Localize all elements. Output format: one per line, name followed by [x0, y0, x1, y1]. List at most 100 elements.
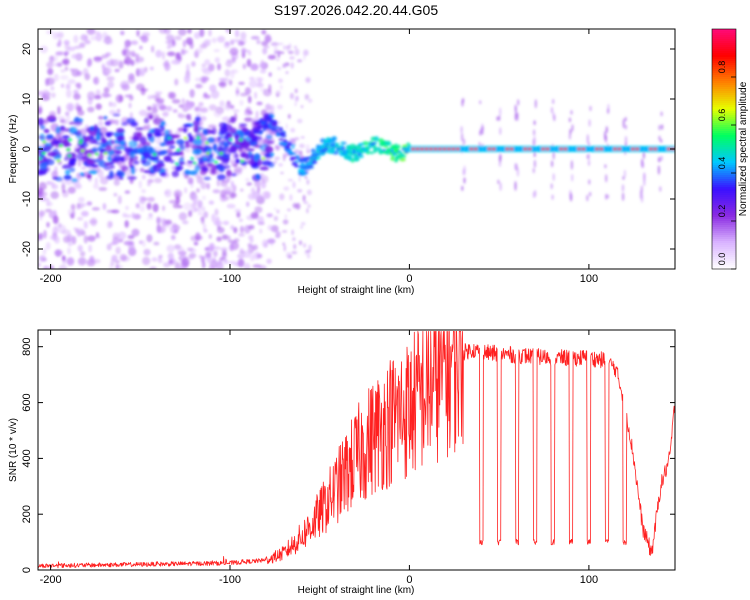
spectrogram-blob — [202, 195, 206, 201]
spectrogram-blob — [117, 195, 122, 205]
spectrogram-blob — [203, 211, 209, 219]
spectrogram-blob — [105, 52, 110, 58]
spectrogram-blob — [356, 149, 362, 152]
colorbar-step — [712, 171, 736, 174]
spectrogram-blob — [248, 79, 258, 88]
spectrogram-blob — [223, 186, 232, 195]
spectrogram-blob — [141, 188, 146, 194]
spectrogram-blob — [395, 154, 403, 160]
colorbar-step — [712, 203, 736, 206]
spectrogram-blob — [241, 127, 249, 132]
spectrogram-blob — [261, 159, 272, 166]
spectrogram-blob — [378, 152, 383, 155]
spectrogram-blob — [60, 75, 69, 80]
spectrogram-blob — [312, 156, 316, 158]
spectrogram-blob — [274, 159, 278, 164]
spectrogram-blob — [230, 127, 237, 135]
spectrogram-blob — [57, 224, 67, 234]
spectrogram-blob — [294, 95, 299, 103]
spectrogram-blob — [250, 187, 256, 194]
spectrogram-blob — [278, 132, 286, 136]
spectrogram-blob — [107, 155, 112, 162]
spectrogram-blob — [47, 68, 54, 76]
spectrogram-blob — [40, 197, 49, 202]
spectrogram-blob — [286, 141, 293, 147]
spectrogram-blob — [254, 206, 263, 214]
spectrogram-blob — [67, 242, 73, 247]
colorbar-step — [712, 29, 736, 32]
spectrogram-blob — [270, 127, 277, 132]
spectrogram-blob — [147, 181, 151, 187]
spectrogram-blob — [89, 139, 96, 144]
spectrogram-blob — [178, 29, 187, 36]
spectrogram-blob — [514, 104, 517, 111]
spectrogram-blob — [86, 201, 93, 206]
spectrogram-blob — [204, 39, 212, 43]
spectrogram-blob — [66, 148, 71, 152]
spectrogram-blob — [177, 127, 185, 132]
spectrogram-blob — [139, 136, 147, 145]
spectrogram-blob — [280, 171, 284, 175]
spectrogram-blob — [61, 164, 72, 170]
spectrogram-blob — [121, 121, 128, 127]
spectrogram-blob — [658, 124, 661, 131]
spectrogram-blob — [303, 242, 307, 248]
spectrogram-blob — [246, 159, 256, 165]
spectrogram-blob — [599, 147, 604, 151]
spectrogram-blob — [321, 148, 325, 151]
spectrogram-blob — [498, 115, 501, 122]
spectrogram-blob — [352, 151, 356, 154]
spectrogram-blob — [282, 142, 287, 146]
spectrogram-blob — [429, 147, 433, 151]
spectrogram-blob — [275, 90, 281, 97]
spectrogram-blob — [61, 135, 70, 139]
spectrogram-blob — [135, 203, 140, 209]
spectrogram-blob — [66, 257, 75, 266]
colorbar-gradient — [712, 29, 736, 270]
spectrogram-blob — [230, 70, 235, 79]
spectrogram-blob — [249, 140, 258, 147]
spectrogram-blob — [247, 193, 257, 200]
colorbar-step — [712, 127, 736, 130]
spectrogram-blob — [55, 176, 63, 182]
spectrogram-blob — [112, 232, 120, 240]
colorbar-step — [712, 229, 736, 232]
spectrogram-blob — [221, 116, 231, 122]
spectrogram-blob — [135, 127, 144, 131]
spectrogram-blob — [606, 108, 610, 115]
spectrogram-blob — [193, 241, 199, 246]
spectrogram-blob — [138, 240, 143, 245]
spectrogram-blob — [402, 144, 408, 148]
spectrogram-blob — [294, 102, 297, 107]
spectrogram-blob — [201, 78, 207, 84]
spectrogram-blob — [462, 138, 466, 146]
spectrogram-blob — [660, 111, 663, 117]
spectrogram-blob — [216, 173, 226, 181]
spectrogram-blob — [284, 214, 287, 219]
spectrogram-blob — [294, 45, 297, 49]
spectrogram-blob — [372, 142, 376, 145]
spectrogram-blob — [283, 186, 290, 191]
spectrogram-blob — [156, 97, 165, 104]
spectrogram-blob — [289, 194, 293, 201]
spectrogram-blob — [222, 220, 230, 226]
spectrogram-blob — [168, 199, 178, 204]
spectrogram-blob — [148, 213, 153, 218]
spectrogram-blob — [212, 143, 218, 152]
spectrogram-blob — [150, 45, 155, 53]
spectrogram-blob — [193, 125, 199, 133]
spectrogram-blob — [163, 155, 172, 162]
spectrogram-blob — [103, 162, 112, 166]
spectrogram-blob — [119, 94, 123, 102]
spectrogram-blob — [621, 147, 626, 151]
spectrogram-blob — [326, 145, 330, 148]
spectrogram-blob — [261, 157, 266, 160]
spectrogram-blob — [62, 189, 66, 194]
spectrogram-blob — [280, 84, 283, 90]
colorbar-step — [712, 47, 736, 50]
spectrogram-blob — [55, 126, 61, 134]
colorbar-step — [712, 263, 736, 266]
spectrogram-blob — [568, 147, 572, 151]
spectrogram-blob — [227, 148, 237, 154]
spectrogram-blob — [126, 175, 137, 181]
